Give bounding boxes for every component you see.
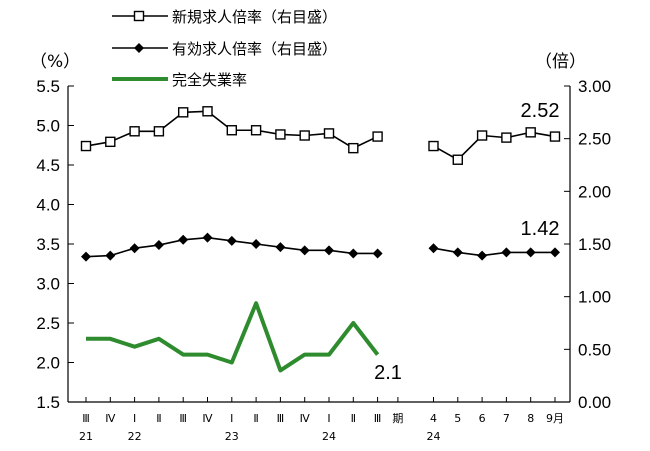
- labels-layer: 2.52 1.42 2.1: [374, 100, 559, 384]
- square-marker: [428, 140, 439, 152]
- x-tick-label: Ⅰ: [133, 412, 136, 425]
- series-line-2: [433, 247, 555, 257]
- left-tick-label: 4.5: [36, 156, 60, 175]
- x-tick-label: Ⅲ: [179, 412, 187, 425]
- legend-square-marker: [133, 10, 145, 22]
- x-tick-label: 期: [392, 412, 403, 425]
- left-tick-label: 2.5: [36, 314, 60, 333]
- x-year-label: 21: [79, 430, 93, 443]
- diamond-marker: [299, 245, 310, 256]
- right-axis-unit: （倍）: [535, 52, 586, 72]
- right-tick-label: 2.50: [578, 130, 611, 149]
- left-tick-label: 5.5: [36, 77, 60, 96]
- diamond-marker: [226, 235, 237, 246]
- square-marker: [250, 125, 262, 136]
- right-tick-label: 1.00: [578, 288, 611, 307]
- legend-label-1: 新規求人倍率（右目盛）: [172, 8, 337, 26]
- x-tick-label: 4: [430, 412, 437, 425]
- right-tick-label: 2.00: [578, 182, 611, 201]
- square-marker: [275, 129, 286, 140]
- diamond-marker: [202, 232, 213, 243]
- diamond-marker: [105, 250, 116, 261]
- square-marker: [129, 126, 140, 137]
- left-tick-label: 4.0: [36, 196, 60, 215]
- diamond-marker: [178, 234, 189, 245]
- legend-diamond-marker: [134, 43, 144, 53]
- x-tick-label: Ⅳ: [202, 412, 213, 425]
- diamond-marker: [372, 248, 383, 259]
- x-year-label: 22: [128, 430, 142, 443]
- end-label-unemployment: 2.1: [374, 362, 402, 384]
- right-tick-label: 1.50: [578, 235, 611, 254]
- square-marker: [348, 142, 359, 154]
- x-tick-label: Ⅱ: [351, 412, 356, 425]
- square-marker: [452, 154, 463, 165]
- left-axis-unit: （%）: [30, 52, 80, 72]
- square-marker: [177, 107, 189, 118]
- square-marker: [549, 131, 561, 142]
- x-tick-label: Ⅱ: [156, 412, 161, 425]
- diamond-marker: [428, 243, 439, 254]
- square-marker: [202, 106, 213, 117]
- x-tick-label: Ⅳ: [105, 412, 116, 425]
- square-marker: [299, 130, 310, 141]
- x-tick-label: Ⅲ: [277, 412, 285, 425]
- right-tick-label: 0.50: [578, 340, 611, 359]
- series-layer: [80, 106, 561, 373]
- x-tick-label: Ⅲ: [82, 412, 90, 425]
- x-year-label: 24: [322, 430, 336, 443]
- x-tick-label: 8: [527, 412, 534, 425]
- series-line-3: [86, 301, 380, 373]
- legend-label-3: 完全失業率: [172, 71, 247, 89]
- x-tick-label: Ⅰ: [327, 412, 330, 425]
- end-label-active-offers: 1.42: [521, 218, 560, 240]
- diamond-marker: [525, 247, 536, 258]
- diamond-marker: [275, 242, 286, 253]
- diamond-marker: [81, 251, 91, 262]
- right-tick-label: 0.00: [578, 393, 611, 412]
- x-tick-label: 7: [503, 412, 510, 425]
- x-tick-label: 6: [479, 412, 486, 425]
- x-year-label: 24: [426, 430, 440, 443]
- left-tick-label: 3.5: [36, 235, 60, 254]
- x-tick-label: Ⅳ: [300, 412, 311, 425]
- axes: 1.5 2.0 2.5 3.0 3.5 4.0 4.5 5.0 5.5 0.00 0.50 1.00 1…: [30, 52, 611, 443]
- left-tick-label: 1.5: [36, 393, 60, 412]
- x-tick-label: 9月: [546, 412, 564, 425]
- diamond-marker: [452, 247, 463, 258]
- x-tick-label: Ⅰ: [230, 412, 233, 425]
- square-marker: [476, 130, 488, 141]
- diamond-marker: [549, 247, 560, 258]
- diamond-marker: [348, 248, 359, 259]
- diamond-marker: [477, 250, 488, 261]
- diamond-marker: [251, 239, 262, 249]
- series-line-1: [433, 131, 556, 161]
- diamond-marker: [501, 247, 512, 258]
- left-tick-label: 2.0: [36, 354, 60, 373]
- x-tick-label: 5: [454, 412, 461, 425]
- diamond-marker: [129, 243, 140, 254]
- right-tick-label: 3.00: [578, 77, 611, 96]
- legend: 新規求人倍率（右目盛） 有効求人倍率（右目盛） 完全失業率: [112, 8, 337, 89]
- diamond-marker: [153, 240, 164, 251]
- square-marker: [105, 136, 116, 148]
- square-marker: [80, 140, 92, 152]
- square-marker: [226, 125, 238, 136]
- x-year-label: 23: [225, 430, 239, 443]
- square-marker: [323, 128, 335, 139]
- end-label-new-offers: 2.52: [521, 100, 560, 122]
- x-tick-label: Ⅱ: [253, 412, 258, 425]
- legend-label-2: 有効求人倍率（右目盛）: [172, 40, 337, 58]
- square-marker: [501, 132, 512, 143]
- x-tick-label: Ⅲ: [374, 412, 382, 425]
- square-marker: [153, 126, 165, 137]
- diamond-marker: [324, 245, 334, 256]
- left-tick-label: 5.0: [36, 117, 60, 136]
- left-tick-label: 3.0: [36, 275, 60, 294]
- square-marker: [372, 131, 383, 142]
- square-marker: [525, 127, 536, 138]
